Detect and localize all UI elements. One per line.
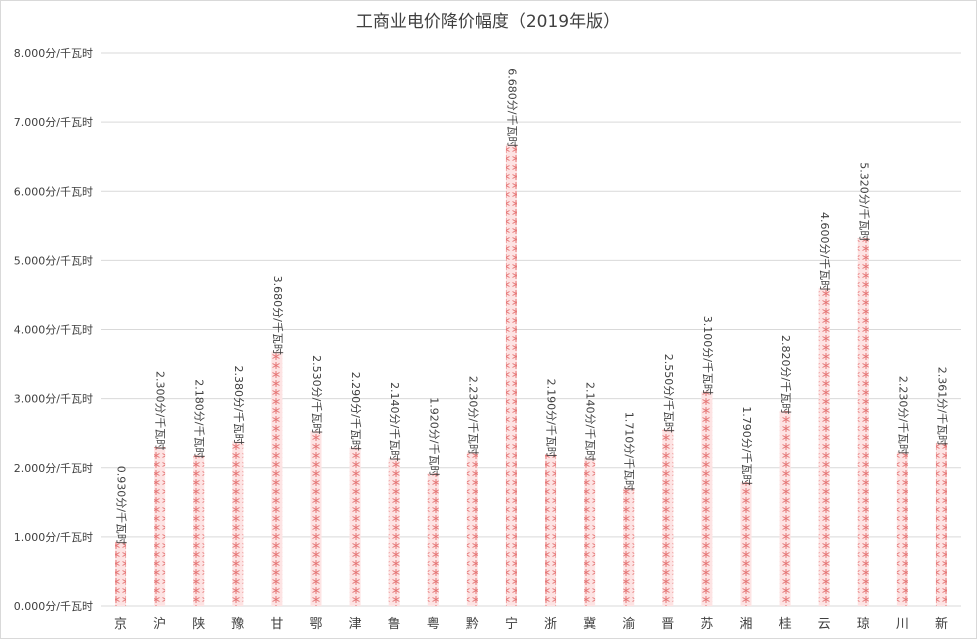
x-tick-label: 沪 <box>153 616 166 632</box>
grid-lines <box>101 52 961 607</box>
y-tick-label: 1.000分/千瓦时 <box>14 531 93 544</box>
data-label: 5.320分/千瓦时 <box>857 162 870 241</box>
x-tick-label: 浙 <box>544 617 557 632</box>
y-tick-label: 8.000分/千瓦时 <box>14 47 93 60</box>
data-label: 2.550分/千瓦时 <box>662 354 675 433</box>
data-label: 2.380分/千瓦时 <box>232 365 245 444</box>
y-tick-label: 7.000分/千瓦时 <box>14 116 93 129</box>
data-label: 2.230分/千瓦时 <box>896 376 909 455</box>
bar <box>388 458 400 606</box>
data-label: 4.600分/千瓦时 <box>818 212 831 291</box>
bar <box>857 238 869 606</box>
data-label: 2.140分/千瓦时 <box>584 382 597 461</box>
bar <box>818 288 830 606</box>
x-tick-label: 湘 <box>739 617 752 632</box>
y-tick-label: 4.000分/千瓦时 <box>14 324 93 337</box>
bar <box>545 454 557 606</box>
bar <box>427 473 439 606</box>
bar <box>701 391 713 606</box>
data-label: 2.230分/千瓦时 <box>466 376 479 455</box>
x-tick-label: 桂 <box>779 617 792 632</box>
data-label: 0.930分/千瓦时 <box>115 466 128 545</box>
bar <box>935 442 947 606</box>
x-tick-label: 粤 <box>427 616 440 632</box>
bar <box>232 441 244 606</box>
y-tick-label: 2.000分/千瓦时 <box>14 462 93 475</box>
bar <box>154 447 166 606</box>
bars <box>115 144 947 606</box>
y-tick-label: 5.000分/千瓦时 <box>14 254 93 267</box>
y-tick-label: 3.000分/千瓦时 <box>14 393 93 406</box>
data-label: 2.820分/千瓦时 <box>779 335 792 414</box>
data-label: 2.180分/千瓦时 <box>193 379 206 458</box>
data-label: 2.290分/千瓦时 <box>349 372 362 451</box>
chart-title: 工商业电价降价幅度（2019年版） <box>356 12 620 32</box>
x-tick-label: 苏 <box>700 616 713 632</box>
data-label: 2.190分/千瓦时 <box>545 379 558 458</box>
data-label: 1.920分/千瓦时 <box>427 397 440 476</box>
x-tick-label: 鄂 <box>309 617 322 632</box>
data-label: 2.140分/千瓦时 <box>388 382 401 461</box>
data-label: 2.530分/千瓦时 <box>310 355 323 434</box>
data-labels: 0.930分/千瓦时 2.300分/千瓦时 2.180分/千瓦时 2.380分/千瓦时… <box>115 68 949 545</box>
bar <box>310 431 322 606</box>
x-tick-label: 鲁 <box>388 617 401 632</box>
bar <box>896 451 908 606</box>
x-tick-label: 渝 <box>622 616 635 632</box>
bar <box>466 451 478 606</box>
x-tick-label: 豫 <box>231 617 244 632</box>
x-tick-label: 晋 <box>661 617 674 632</box>
bar <box>115 541 127 606</box>
bar <box>505 144 517 606</box>
x-axis-tick-labels: 京沪陕豫甘鄂津鲁粤黔宁浙冀渝晋苏湘桂云琼川新 <box>114 616 948 632</box>
y-tick-label: 6.000分/千瓦时 <box>14 185 93 198</box>
y-axis-tick-labels: 0.000分/千瓦时 1.000分/千瓦时 2.000分/千瓦时 3.000分/千瓦时… <box>14 47 93 613</box>
x-tick-label: 津 <box>349 617 362 632</box>
bar <box>193 455 205 606</box>
x-tick-label: 冀 <box>583 616 596 632</box>
x-tick-label: 宁 <box>505 616 518 632</box>
x-tick-label: 陕 <box>192 617 205 632</box>
bar <box>623 487 635 606</box>
x-tick-label: 京 <box>114 617 127 632</box>
x-tick-label: 川 <box>896 617 909 632</box>
bar <box>584 458 596 606</box>
x-tick-label: 琼 <box>857 617 870 632</box>
y-tick-label: 0.000分/千瓦时 <box>14 600 93 613</box>
data-label: 1.710分/千瓦时 <box>623 412 636 491</box>
bar <box>662 429 674 606</box>
data-label: 2.361分/千瓦时 <box>935 367 948 446</box>
data-label: 3.680分/千瓦时 <box>271 276 284 355</box>
x-tick-label: 云 <box>818 617 831 632</box>
x-tick-label: 黔 <box>466 617 479 632</box>
x-tick-label: 甘 <box>270 617 283 632</box>
data-label: 2.300分/千瓦时 <box>154 371 167 450</box>
data-label: 3.100分/千瓦时 <box>701 316 714 395</box>
bar <box>349 447 361 606</box>
bar <box>740 482 752 606</box>
data-label: 6.680分/千瓦时 <box>505 68 518 147</box>
x-tick-label: 新 <box>935 616 948 632</box>
bar <box>271 351 283 606</box>
data-label: 1.790分/千瓦时 <box>740 406 753 485</box>
bar <box>779 411 791 606</box>
